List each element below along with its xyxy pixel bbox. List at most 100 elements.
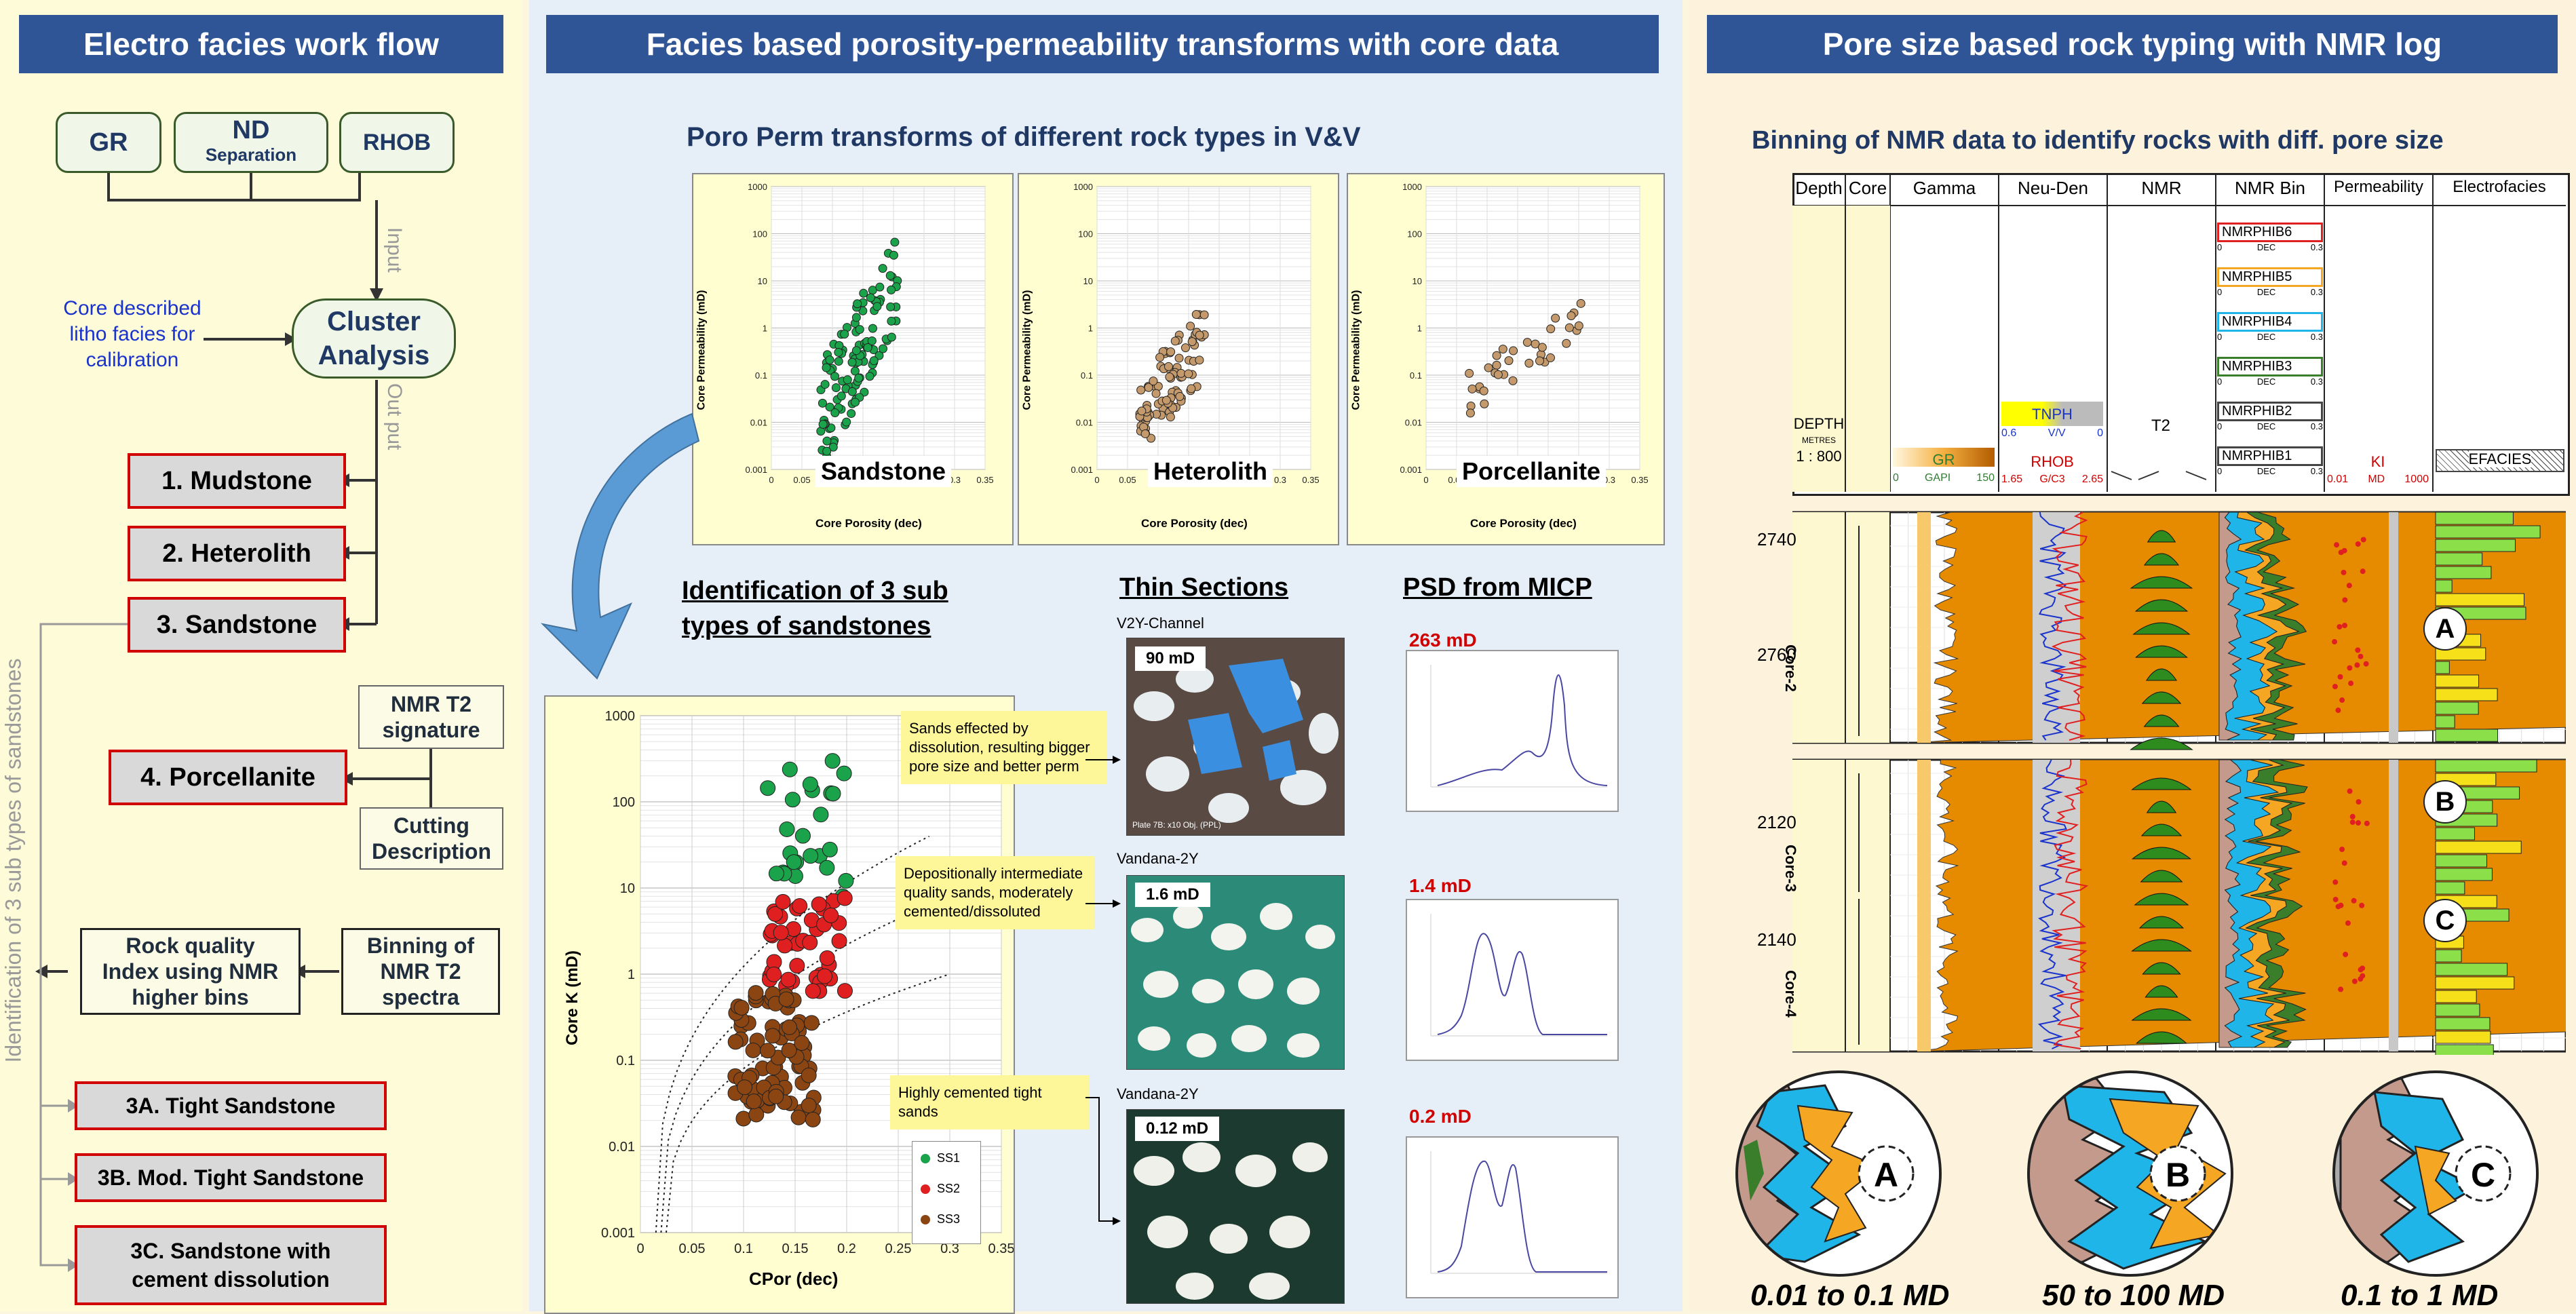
data-point [1574, 321, 1583, 330]
efacies-block [2435, 566, 2492, 579]
x-tick-label: 0.35 [1631, 475, 1648, 485]
efacies-block [2435, 1003, 2480, 1017]
perm-point [2342, 597, 2348, 603]
data-point [1144, 383, 1153, 392]
data-point [834, 347, 843, 357]
data-point [850, 366, 860, 376]
data-point [847, 387, 857, 396]
data-point [840, 330, 849, 339]
perm-point [2339, 847, 2345, 853]
porcellanite-xlabel: Core Porosity (dec) [1470, 517, 1577, 530]
data-point [802, 934, 818, 950]
zone-a-marker: A [2423, 607, 2467, 651]
data-point [794, 1035, 810, 1051]
neu-den-fill [2033, 760, 2080, 1051]
data-point [1164, 362, 1173, 371]
data-point [866, 293, 875, 303]
data-point [759, 1043, 775, 1059]
data-point [851, 313, 861, 322]
mod-tight-sandstone-box: 3B. Mod. Tight Sandstone [75, 1153, 387, 1202]
perm-point [2355, 541, 2361, 547]
efacies-block [2435, 759, 2537, 773]
data-point [786, 854, 802, 870]
data-point [1155, 353, 1165, 362]
legend-ss3: SS3 [937, 1212, 961, 1226]
thin-section-1-grains [1134, 659, 1339, 823]
core-facies-note: Core described litho facies for calibratio… [63, 297, 201, 371]
depth-cell [1792, 206, 1890, 492]
data-point [1195, 330, 1204, 340]
data-point [784, 792, 801, 808]
data-point [1522, 338, 1532, 347]
perm-point [2346, 583, 2352, 589]
efacies-block [2435, 511, 2514, 525]
y-tick-label: 0.001 [745, 465, 767, 475]
data-point [805, 983, 821, 999]
perm-point [2356, 799, 2362, 805]
data-point [822, 446, 832, 456]
track-nmr: NMR [2141, 178, 2182, 198]
t2-spectrum [2131, 1008, 2192, 1021]
log-header-table [1792, 173, 2570, 496]
data-point [1562, 339, 1571, 348]
sandstone-subtypes-label: Identification of 3 sub types of sandsto… [1, 658, 26, 1063]
depth-2740: 2740 [1757, 529, 1796, 549]
psd-plot-2 [1406, 899, 1619, 1061]
x-tick-label: 0.15 [782, 1241, 809, 1256]
data-point [790, 1109, 807, 1125]
perm-point [2354, 662, 2360, 668]
y-tick-label: 1 [1417, 324, 1422, 334]
depth-2120: 2120 [1757, 812, 1796, 832]
efacies-block [2435, 674, 2480, 688]
tight-sandstone-box: 3A. Tight Sandstone [75, 1081, 387, 1130]
bin-legend: NMRPHIB6 0 DEC 0.3 NMRPHIB5 0 DEC 0.3 NMRPHIB4… [2217, 223, 2323, 491]
t2-spectrum [2146, 668, 2177, 681]
heterolith-plot: 10001001010.10.010.00100.050.10.150.20.2… [1071, 182, 1319, 485]
x-tick-label: 0 [636, 1241, 644, 1256]
t2-spectrum [2132, 622, 2191, 635]
depth-2140: 2140 [1757, 929, 1796, 950]
gr-fill [1893, 448, 1995, 467]
data-point [831, 383, 841, 393]
data-point [863, 343, 872, 352]
x-tick-label: 0 [1423, 475, 1428, 485]
data-point [1509, 346, 1518, 355]
y-tick-label: 0.1 [755, 370, 767, 381]
data-point [789, 958, 805, 974]
data-point [825, 402, 834, 412]
data-point [781, 1019, 797, 1035]
perm-point [2360, 537, 2366, 543]
efacies-block [2435, 1030, 2491, 1044]
y-tick-label: 0.01 [1076, 418, 1093, 428]
data-point [766, 966, 782, 982]
thin-sections-title: Thin Sections [1119, 573, 1289, 602]
perm-point [2341, 547, 2347, 554]
data-point [838, 872, 854, 889]
perm-point [2358, 653, 2364, 659]
tnph-label: TNPH [2032, 406, 2073, 423]
data-point [745, 1042, 761, 1058]
data-point [775, 893, 791, 910]
y-tick-label: 0.001 [601, 1226, 635, 1241]
sandstone-xlabel: Core Porosity (dec) [815, 517, 922, 530]
x-tick-label: 0.2 [837, 1241, 856, 1256]
data-point [865, 372, 874, 381]
heterolith-ylabel: Core Permeability (mD) [1021, 290, 1033, 410]
data-point [1508, 376, 1518, 385]
psd-plot-3 [1406, 1136, 1619, 1298]
data-point [819, 950, 835, 966]
perm-point [2341, 569, 2347, 575]
nd-input-box: ND Separation [174, 112, 328, 173]
data-point [1492, 360, 1501, 370]
perm-point [2360, 965, 2366, 971]
sample-2-perm: 1.6 mD [1135, 883, 1210, 907]
zone-b-marker: B [2423, 780, 2467, 824]
data-point [1545, 353, 1555, 362]
data-point [1566, 311, 1576, 320]
efacies-block [2435, 525, 2541, 539]
efacies-block [2435, 701, 2479, 715]
data-point [836, 765, 852, 781]
y-tick-label: 100 [613, 795, 635, 810]
data-point [1564, 323, 1574, 332]
sandstone-plot: 10001001010.10.010.00100.050.10.150.20.2… [745, 182, 993, 485]
